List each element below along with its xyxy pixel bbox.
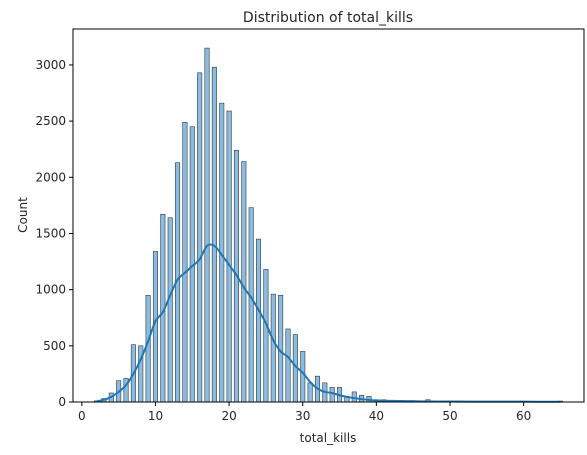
histogram-bar: [263, 269, 269, 403]
x-axis-ticks: 0 10 20 30 40 50 60: [78, 402, 531, 423]
y-tick-label: 3000: [35, 58, 66, 72]
histogram-bar: [182, 121, 188, 403]
histogram-bar: [197, 72, 203, 403]
histogram-bar: [204, 47, 210, 403]
y-axis-ticks: 0 500 1000 1500 2000 2500 3000: [35, 58, 73, 409]
kde-curve: [96, 243, 561, 403]
x-tick-label: 60: [516, 409, 531, 423]
x-tick-label: 30: [295, 409, 310, 423]
histogram-bar: [211, 66, 217, 403]
y-tick-label: 1500: [35, 226, 66, 240]
plot-area: [72, 28, 585, 403]
histogram-bar: [270, 293, 276, 403]
histogram-bar: [226, 110, 232, 403]
x-tick-label: 0: [78, 409, 86, 423]
y-tick-label: 500: [43, 339, 66, 353]
histogram-bar: [285, 328, 291, 403]
x-axis-label: total_kills: [300, 431, 357, 445]
histogram-bar: [167, 217, 173, 403]
plot-frame: [72, 28, 585, 403]
histogram-bar: [145, 294, 151, 403]
histogram-bar: [241, 161, 247, 403]
y-axis-label: Count: [16, 197, 30, 233]
histogram-bar: [307, 382, 313, 403]
y-tick-label: 2000: [35, 170, 66, 184]
x-tick-label: 20: [221, 409, 236, 423]
histogram-bar: [300, 351, 306, 403]
x-tick-label: 50: [442, 409, 457, 423]
y-tick-label: 1000: [35, 283, 66, 297]
x-tick-label: 10: [148, 409, 163, 423]
chart-title: Distribution of total_kills: [243, 10, 413, 26]
histogram-bar: [248, 207, 254, 403]
histogram-bar: [329, 387, 335, 403]
x-tick-label: 40: [369, 409, 384, 423]
histogram-bar: [256, 238, 262, 403]
y-tick-label: 0: [58, 395, 66, 409]
y-tick-label: 2500: [35, 114, 66, 128]
